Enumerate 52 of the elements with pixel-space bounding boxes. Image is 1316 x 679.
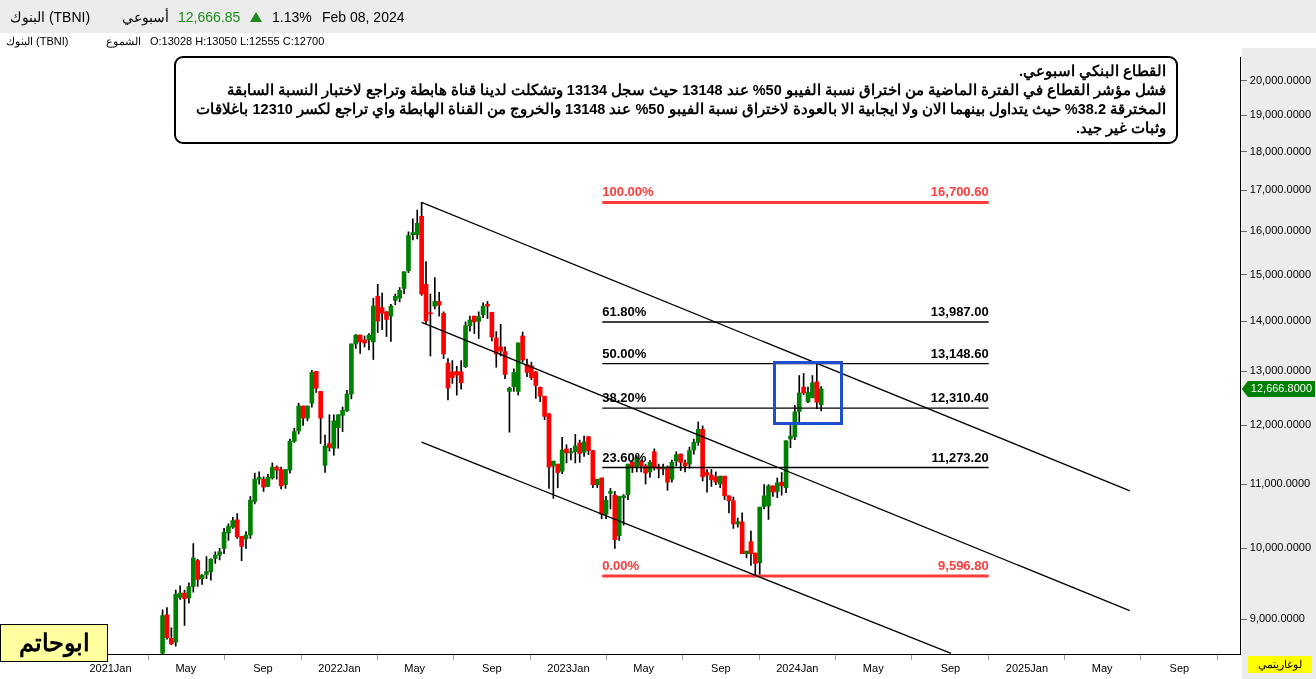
annotation: 13,148.60 <box>930 345 989 361</box>
text: 12,666.85 <box>178 9 241 25</box>
x-tick-label: May <box>404 662 426 675</box>
x-tick-label: 2022Jan <box>318 662 361 675</box>
annotation: 61.80% <box>602 304 647 320</box>
text: Feb 08, 2024 <box>322 9 405 25</box>
annotation: القطاع البنكي اسبوعي. فشل مؤشر القطاع في الفترة الماضية من اختراق نسبة الفيبو 50% عند 13148 حيث سجل 13134 وتشكلت لدينا قناة هابطة وتراجع لاختبار النسبة السابقة المخترقة 38.2% حيث يتداول بينهما الان ولا ايجابية الا بالعودة لاختراق نسبة الفيبو 50% عند 13148 والخروج من القناة الهابطة واي تراجع لكسر 12310 باغلاقات وثبات غير جيد. <box>174 56 1178 144</box>
x-tick-label: 2023Jan <box>547 662 590 675</box>
y-tick-label: 13,000.0000 <box>1249 364 1311 377</box>
text: 12,666.8000 <box>1250 381 1312 394</box>
x-tick-label: Sep <box>253 662 273 675</box>
candlestick <box>779 472 785 496</box>
x-tick-label: 2024Jan <box>776 662 819 675</box>
annotation: 100.00% <box>602 184 655 200</box>
y-tick-label: 10,000.0000 <box>1249 541 1311 554</box>
candlestick <box>379 292 385 330</box>
x-tick-label: Sep <box>711 662 731 675</box>
x-tick-label: May <box>862 662 885 675</box>
text: أسبوعي <box>122 9 169 25</box>
x-tick-label: May <box>1091 662 1114 675</box>
annotation: 11,273.20 <box>931 449 989 465</box>
x-tick-label: Sep <box>940 662 961 675</box>
annotation: 13,987.00 <box>930 304 989 320</box>
x-tick-label: Sep <box>1169 662 1190 675</box>
y-tick-label: 18,000.0000 <box>1249 144 1311 157</box>
annotation: 16,700.60 <box>930 184 989 200</box>
y-tick-label: 14,000.0000 <box>1249 314 1311 327</box>
annotation: 12,310.40 <box>930 390 989 406</box>
y-tick-label: 19,000.0000 <box>1249 108 1311 121</box>
text: ابوحاتم <box>0 624 108 662</box>
y-tick-label: 17,000.0000 <box>1249 183 1311 196</box>
y-tick-label: 16,000.0000 <box>1249 224 1311 237</box>
annotation: 0.00% <box>602 558 640 574</box>
text: الشموع <box>106 35 141 48</box>
annotation: 23.60% <box>602 449 647 465</box>
text: O:13028 H:13050 L:12555 C:12700 <box>150 35 325 47</box>
x-tick-label: May <box>633 662 655 675</box>
text: لوغاريتمي <box>1248 656 1312 673</box>
x-tick-label: Sep <box>482 662 502 675</box>
x-tick-label: 2025Jan <box>1005 662 1049 675</box>
y-tick-label: 15,000.0000 <box>1249 267 1311 280</box>
annotation: 50.00% <box>602 345 647 361</box>
chart-title: البنوك (TBNI) <box>6 35 69 47</box>
y-tick-label: 11,000.0000 <box>1249 477 1311 490</box>
y-tick-label: 9,000.0000 <box>1249 612 1305 625</box>
x-tick-label: 2021Jan <box>89 662 132 675</box>
x-tick-label: May <box>175 662 197 675</box>
y-tick-label: 12,000.0000 <box>1249 418 1311 431</box>
annotation: 9,596.80 <box>938 558 989 574</box>
y-tick-label: 20,000.0000 <box>1249 73 1311 86</box>
chart-title: البنوك (TBNI) <box>10 9 91 25</box>
text: 1.13% <box>272 9 312 25</box>
